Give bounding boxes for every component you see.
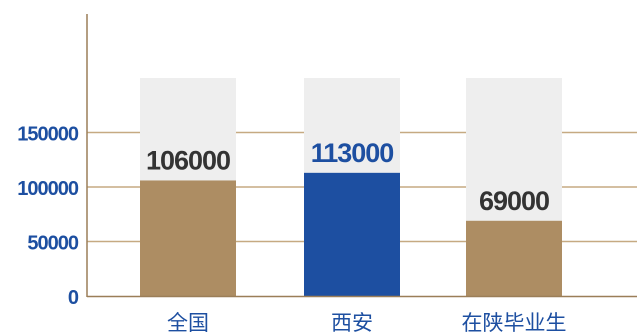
data-label-2: 69000 bbox=[479, 186, 549, 216]
bar-2 bbox=[466, 220, 562, 296]
data-label-1: 113000 bbox=[311, 138, 394, 168]
y-axis bbox=[86, 14, 637, 298]
category-label-2: 在陕毕业生 bbox=[462, 311, 567, 333]
category-labels: 全国 西安 在陕毕业生 bbox=[167, 311, 567, 333]
bars bbox=[140, 78, 562, 296]
category-label-1: 西安 bbox=[331, 311, 373, 333]
y-tick-label-0: 0 bbox=[68, 287, 79, 309]
data-label-0: 106000 bbox=[146, 145, 230, 175]
category-label-0: 全国 bbox=[167, 311, 209, 333]
y-tick-label-100000: 100000 bbox=[17, 178, 79, 200]
y-tick-labels: 0 50000 100000 150000 bbox=[17, 124, 80, 310]
bar-1 bbox=[304, 172, 400, 296]
bar-0 bbox=[140, 180, 236, 296]
data-labels: 106000 113000 69000 bbox=[146, 138, 550, 216]
y-tick-label-50000: 50000 bbox=[27, 233, 78, 255]
y-tick-label-150000: 150000 bbox=[17, 124, 79, 146]
